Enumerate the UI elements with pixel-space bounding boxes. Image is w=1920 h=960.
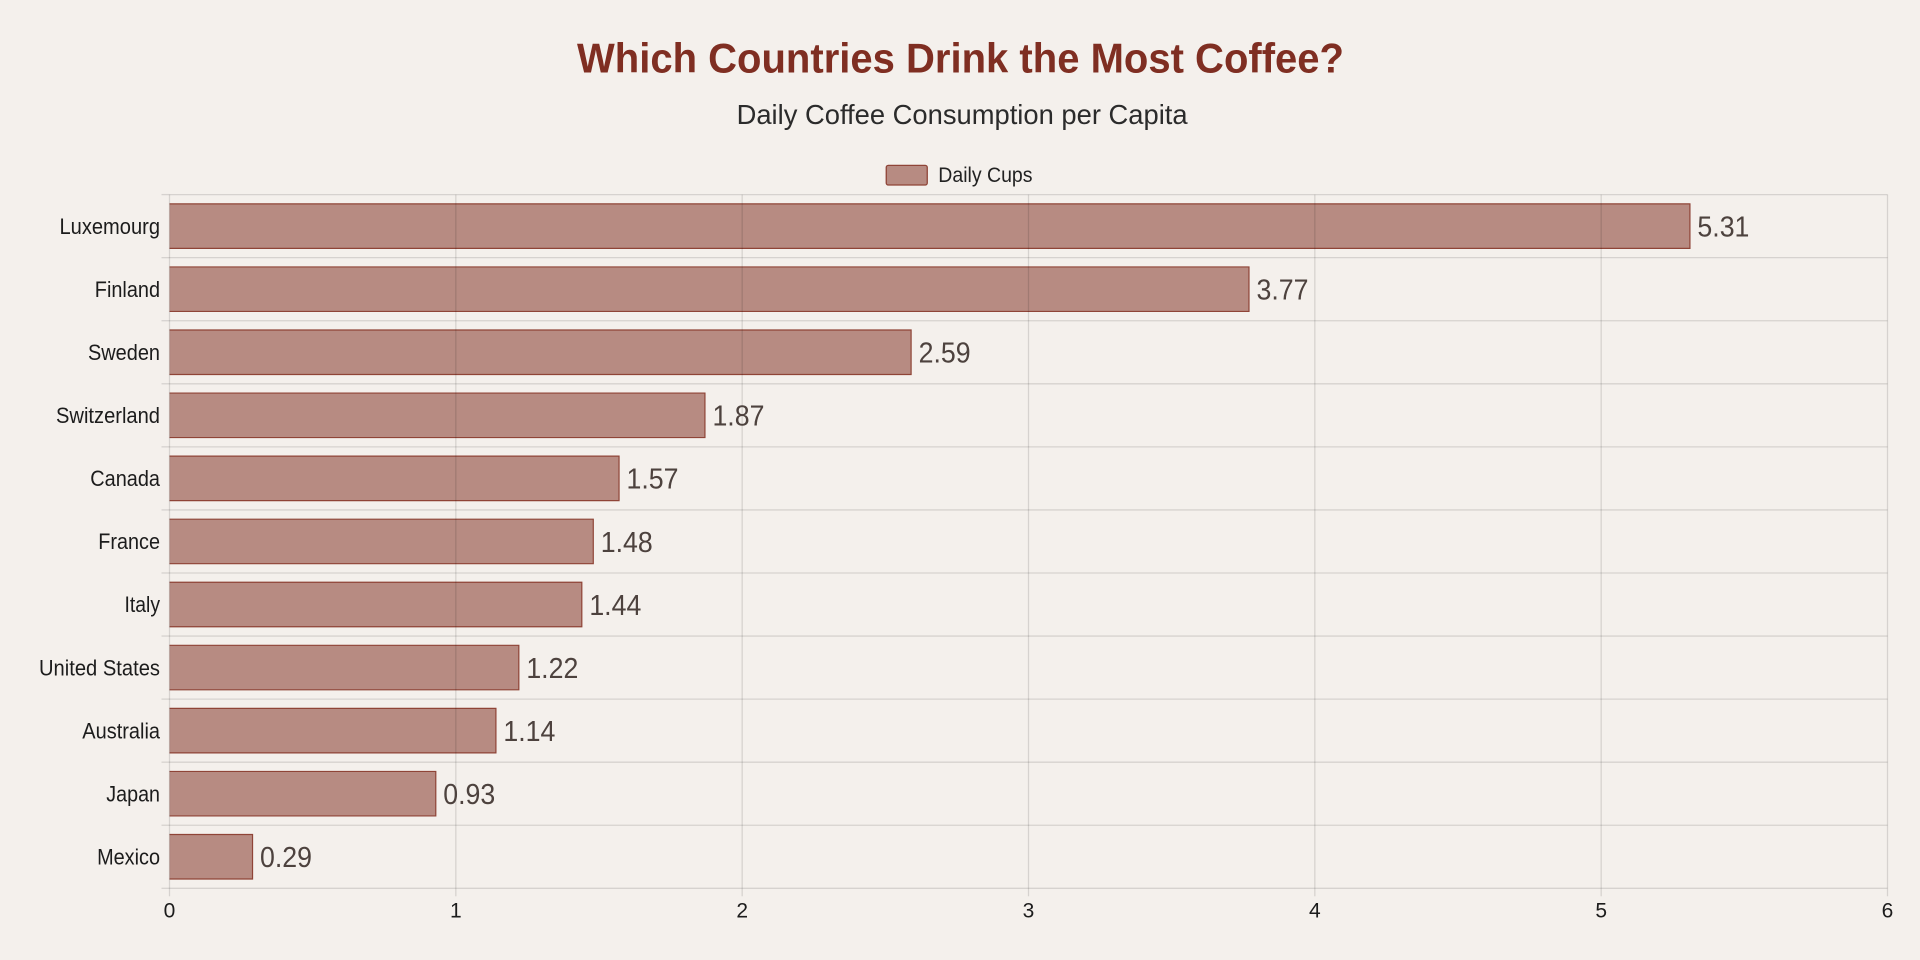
svg-text:5.31: 5.31: [1697, 211, 1749, 243]
svg-text:1.44: 1.44: [589, 590, 641, 622]
svg-text:Italy: Italy: [125, 592, 161, 617]
svg-text:Luxemourg: Luxemourg: [60, 214, 161, 239]
svg-text:0: 0: [164, 900, 176, 923]
svg-text:6: 6: [1882, 900, 1894, 923]
svg-text:United States: United States: [39, 655, 160, 680]
svg-text:3: 3: [1023, 900, 1035, 923]
svg-text:1: 1: [450, 900, 462, 923]
svg-text:Daily Coffee Consumption per C: Daily Coffee Consumption per Capita: [737, 99, 1188, 130]
svg-text:France: France: [98, 529, 160, 554]
svg-text:1.87: 1.87: [712, 401, 764, 433]
svg-text:0.29: 0.29: [260, 842, 312, 874]
svg-text:Sweden: Sweden: [88, 340, 160, 365]
svg-text:Daily Cups: Daily Cups: [938, 164, 1032, 187]
svg-text:Switzerland: Switzerland: [56, 403, 160, 428]
svg-text:1.57: 1.57: [627, 464, 679, 496]
svg-text:1.48: 1.48: [601, 527, 653, 559]
svg-text:0.93: 0.93: [443, 779, 495, 811]
svg-text:2.59: 2.59: [919, 338, 971, 370]
svg-text:Which Countries Drink the Most: Which Countries Drink the Most Coffee?: [577, 34, 1344, 81]
svg-text:Canada: Canada: [90, 466, 160, 491]
svg-text:Australia: Australia: [82, 718, 160, 743]
svg-text:2: 2: [736, 900, 748, 923]
svg-text:1.14: 1.14: [503, 716, 555, 748]
svg-text:Japan: Japan: [106, 781, 160, 806]
svg-text:1.22: 1.22: [526, 653, 578, 685]
svg-text:Finland: Finland: [95, 277, 160, 302]
svg-text:Mexico: Mexico: [97, 844, 160, 869]
svg-text:4: 4: [1309, 900, 1321, 923]
svg-text:5: 5: [1595, 900, 1607, 923]
svg-text:3.77: 3.77: [1256, 275, 1308, 307]
